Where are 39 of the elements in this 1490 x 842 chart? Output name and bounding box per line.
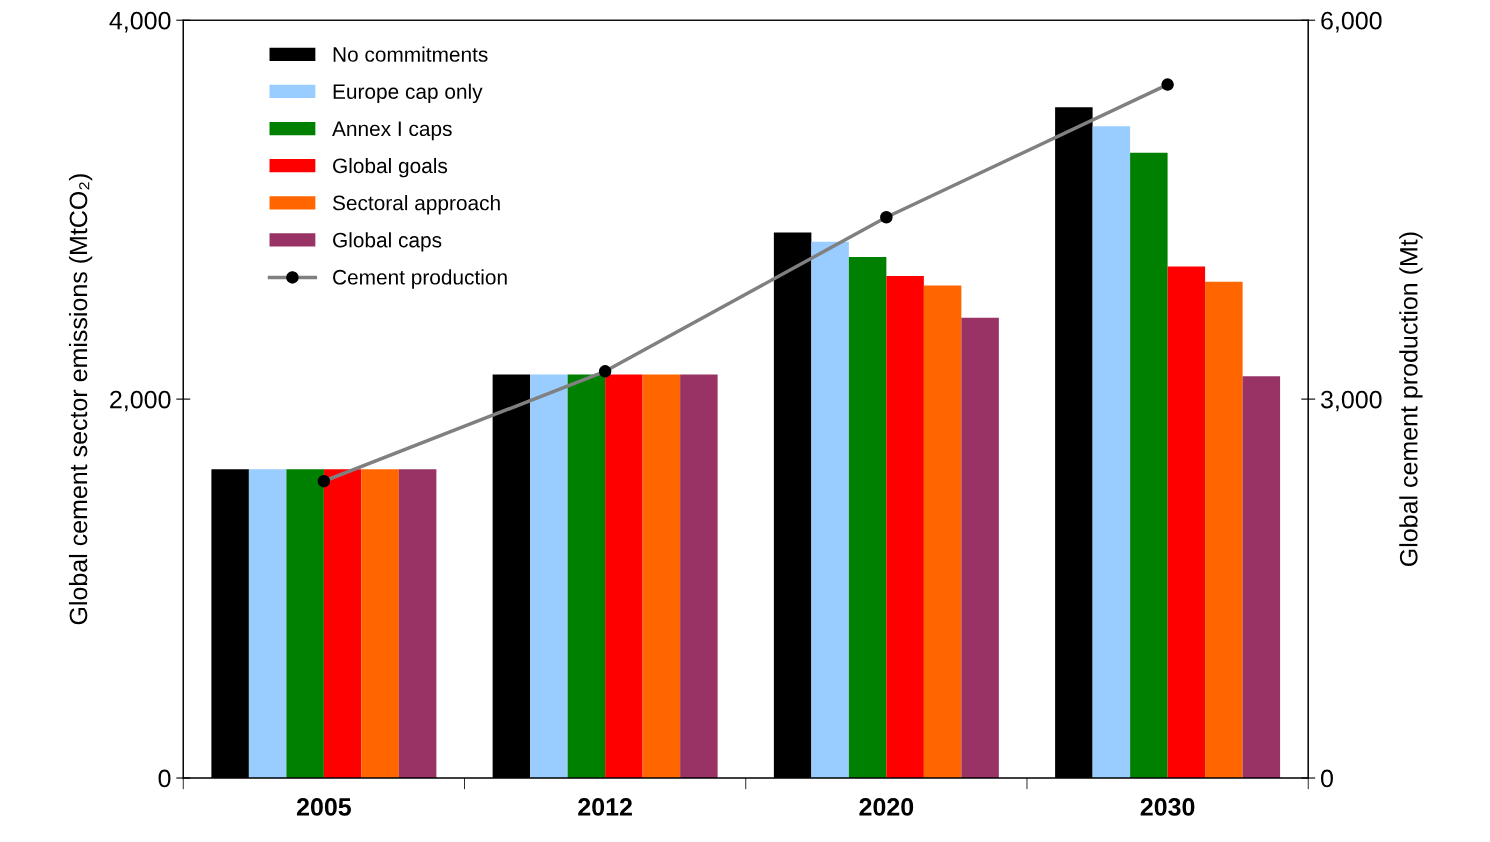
legend-label: Cement production — [333, 269, 507, 289]
y2-axis-title: Global cement production (Mt) — [1399, 232, 1423, 566]
bar — [1092, 126, 1131, 779]
bar — [923, 285, 962, 779]
bar — [961, 317, 999, 779]
x-tick-label: 2005 — [296, 798, 351, 816]
y2-tick-label: 6,000 — [1321, 11, 1382, 33]
bar — [1130, 152, 1168, 779]
bar — [642, 374, 681, 779]
bar — [680, 374, 718, 779]
y2-tick-label: 0 — [1321, 769, 1333, 788]
legend-label: Sectoral approach — [332, 195, 500, 215]
bar — [248, 469, 287, 779]
y-axis-title: Global cement sector emissions (MtCO₂) — [68, 174, 93, 625]
bar — [1167, 266, 1206, 779]
y-tick-label: 2,000 — [110, 390, 171, 412]
y-tick-label: 0 — [158, 769, 171, 788]
bar — [1205, 281, 1243, 779]
bar — [886, 275, 924, 779]
legend-label: Europe cap only — [333, 83, 483, 104]
bar — [1242, 376, 1281, 779]
bar — [530, 374, 568, 779]
x-tick-label: 2030 — [1140, 798, 1195, 816]
bar — [848, 257, 887, 779]
bar — [567, 374, 606, 779]
x-tick-label: 2020 — [859, 798, 914, 816]
bar — [323, 469, 362, 779]
x-tick-label: 2012 — [578, 798, 632, 816]
bar — [398, 469, 437, 779]
y2-tick-label: 3,000 — [1320, 390, 1382, 412]
legend-label: Annex I caps — [332, 121, 452, 141]
bar — [286, 469, 324, 779]
bar — [361, 469, 399, 779]
legend-label: No commitments — [333, 46, 488, 62]
y-tick-label: 4,000 — [109, 11, 171, 33]
bar — [605, 374, 643, 779]
legend-label: Global caps — [333, 232, 442, 252]
bar — [811, 241, 849, 779]
legend-label: Global goals — [333, 157, 448, 178]
